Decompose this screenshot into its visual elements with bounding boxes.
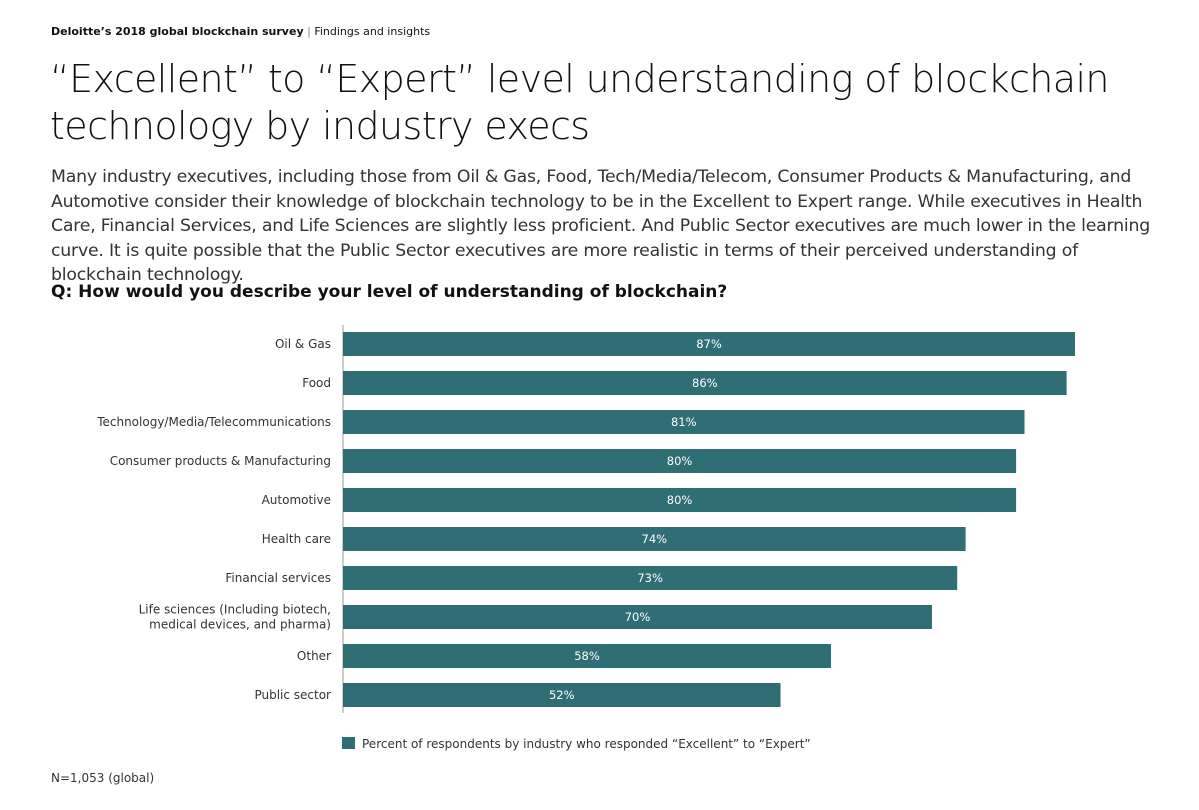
data-label: 52%	[549, 688, 575, 702]
section-name: Findings and insights	[314, 25, 431, 38]
page-title: “Excellent” to “Expert” level understand…	[50, 57, 1110, 148]
bar	[343, 488, 1017, 512]
survey-question: Q: How would you describe your level of …	[51, 282, 728, 302]
data-label: 58%	[574, 649, 600, 663]
legend-label: Percent of respondents by industry who r…	[362, 737, 811, 751]
data-label: 86%	[692, 376, 718, 390]
bar	[343, 527, 966, 551]
category-label: Automotive	[262, 493, 331, 507]
category-label: Other	[297, 649, 331, 663]
legend-swatch	[342, 737, 355, 749]
bar	[343, 449, 1017, 473]
data-label: 80%	[667, 493, 693, 507]
category-label: Life sciences (Including biotech, medical…	[139, 603, 331, 632]
bar	[343, 644, 831, 668]
data-label: 74%	[642, 532, 668, 546]
category-label: Public sector	[254, 688, 331, 702]
data-label: 73%	[637, 571, 663, 585]
bar	[343, 683, 781, 707]
data-label: 81%	[671, 415, 697, 429]
category-label: Consumer products & Manufacturing	[110, 454, 331, 468]
category-label: Financial services	[225, 571, 331, 585]
data-label: 80%	[667, 454, 693, 468]
category-label: Food	[302, 376, 331, 390]
bar	[343, 605, 932, 629]
footnote: N=1,053 (global)	[51, 771, 155, 785]
bar	[343, 371, 1067, 395]
data-label: 70%	[625, 610, 651, 624]
description: Many industry executives, including thos…	[51, 167, 1151, 285]
category-label: Technology/Media/Telecommunications	[96, 415, 331, 429]
category-label: Health care	[262, 532, 331, 546]
category-label: Oil & Gas	[275, 337, 331, 351]
bar	[343, 410, 1025, 434]
header-separator: |	[307, 25, 311, 38]
bar	[343, 332, 1075, 356]
page-header: Deloitte’s 2018 global blockchain survey…	[51, 25, 430, 38]
data-label: 87%	[696, 337, 722, 351]
bar	[343, 566, 958, 590]
survey-name: Deloitte’s 2018 global blockchain survey	[51, 25, 304, 38]
